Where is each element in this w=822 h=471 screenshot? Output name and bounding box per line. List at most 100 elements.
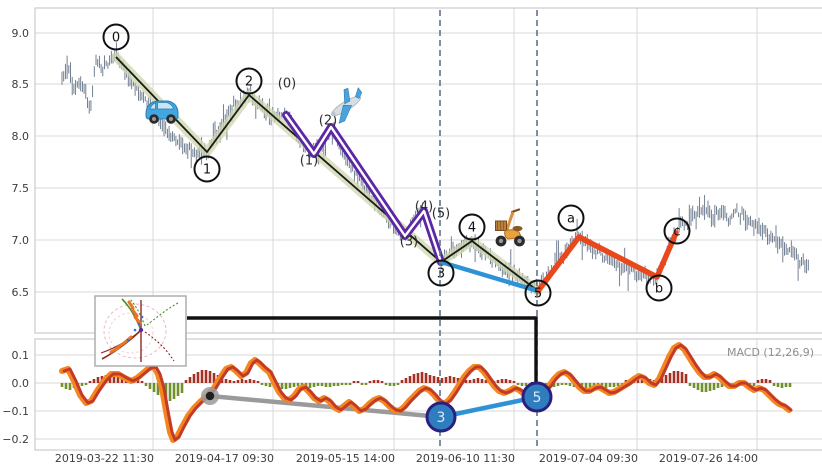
wave-label-circle-c: [663, 217, 691, 245]
hist-bar-positive: [236, 380, 240, 383]
x-tick-label: 2019-04-17 09:30: [175, 452, 274, 465]
hist-bar-positive: [380, 381, 384, 383]
hist-bar-negative: [384, 383, 388, 385]
subwave-line-core: [284, 113, 443, 264]
hist-bar-negative: [268, 383, 272, 387]
x-tick-label: 2019-07-26 14:00: [659, 452, 758, 465]
hist-bar-positive: [764, 379, 768, 383]
hist-bar-positive: [504, 379, 508, 383]
hist-bar-negative: [312, 383, 316, 387]
hist-bar-positive: [680, 372, 684, 383]
hist-bar-negative: [264, 383, 268, 386]
hist-bar-negative: [60, 383, 64, 387]
hist-bar-negative: [360, 383, 364, 385]
hist-bar-positive: [452, 377, 456, 383]
hist-bar-negative: [720, 383, 724, 387]
hist-bar-negative: [708, 383, 712, 391]
wave-label-3: 3: [437, 267, 445, 282]
wave-label-2: 2: [245, 75, 253, 90]
hist-bar-positive: [676, 371, 680, 383]
hist-bar-positive: [196, 372, 200, 383]
y-tick-label: 6.5: [12, 286, 30, 299]
hist-bar-negative: [608, 383, 612, 387]
hist-bar-positive: [480, 379, 484, 383]
hist-bar-positive: [484, 380, 488, 383]
hist-bar-negative: [772, 383, 776, 386]
hist-bar-positive: [412, 374, 416, 383]
hist-bar-positive: [408, 376, 412, 383]
hist-bar-positive: [672, 371, 676, 383]
panel-spine: [34, 7, 822, 334]
hist-bar-negative: [392, 383, 396, 386]
hist-bar-positive: [440, 378, 444, 383]
hist-bar-positive: [240, 379, 244, 383]
y-tick-label: −0.2: [2, 433, 29, 446]
hist-bar-negative: [584, 383, 588, 390]
hist-bar-positive: [352, 381, 356, 383]
hist-bar-positive: [228, 380, 232, 383]
hist-bar-negative: [68, 383, 72, 390]
hist-bar-negative: [180, 383, 184, 393]
hist-bar-negative: [560, 383, 564, 385]
hist-bar-negative: [176, 383, 180, 396]
hist-bar-positive: [472, 379, 476, 383]
hist-bar-negative: [776, 383, 780, 387]
hist-bar-negative: [616, 383, 620, 386]
hist-bar-negative: [780, 383, 784, 388]
wave-label-1: 1: [203, 163, 211, 178]
y-tick-label: 8.5: [12, 78, 30, 91]
hist-bar-positive: [428, 375, 432, 383]
hist-bar-positive: [140, 381, 144, 383]
wave-label-circle-b: [645, 274, 673, 302]
wave-label-circle-5: [524, 279, 552, 307]
hist-bar-negative: [396, 383, 400, 385]
hist-bar-positive: [664, 375, 668, 383]
hist-bar-positive: [200, 370, 204, 383]
hist-bar-negative: [148, 383, 152, 389]
hist-bar-negative: [704, 383, 708, 392]
hist-bar-positive: [444, 377, 448, 383]
hist-bar-positive: [424, 373, 428, 383]
y-tick-label: 0.0: [12, 377, 30, 390]
hist-bar-positive: [252, 380, 256, 383]
airplane-icon: [330, 87, 363, 124]
gray-reference-line: [207, 393, 444, 420]
hist-bar-negative: [516, 383, 520, 385]
wave-label-0: 0: [112, 31, 120, 46]
hist-bar-negative: [336, 383, 340, 386]
wave-main-line: [115, 56, 539, 292]
macd-marker-circle-5: [521, 381, 553, 413]
hist-bar-positive: [436, 377, 440, 383]
hist-bar-negative: [788, 383, 792, 387]
hist-bar-positive: [204, 370, 208, 383]
hist-bar-negative: [688, 383, 692, 386]
wave-label-circle-4: [458, 213, 486, 241]
hist-bar-positive: [768, 380, 772, 383]
subwave-label: (4): [415, 200, 433, 215]
hist-bar-positive: [372, 380, 376, 383]
wave-label-c: c: [673, 225, 680, 240]
hist-bar-negative: [752, 383, 756, 386]
hist-bar-negative: [64, 383, 68, 389]
macd-title: MACD (12,26,9): [727, 346, 814, 359]
hist-bar-positive: [756, 380, 760, 383]
hist-bar-negative: [552, 383, 556, 387]
macd-lines: [59, 342, 793, 443]
hist-bar-positive: [192, 374, 196, 383]
hist-bar-positive: [420, 372, 424, 383]
hist-bar-negative: [168, 383, 172, 401]
axis-ticks: 9.0 8.5 8.0 7.5 7.0 6.5 0.1 0.0 −0.1 −0.2 2019-03-…: [2, 27, 758, 465]
macd-marker-label-3: 3: [437, 410, 446, 426]
x-tick-label: 2019-03-22 11:30: [55, 452, 154, 465]
hist-bar-negative: [568, 383, 572, 386]
x-tick-label: 2019-07-04 09:30: [539, 452, 638, 465]
hist-bar-positive: [184, 380, 188, 383]
panel-spine: [34, 338, 822, 451]
scooter-icon: [495, 208, 525, 247]
hist-bar-negative: [556, 383, 560, 386]
hist-bar-positive: [224, 379, 228, 383]
hist-bar-negative: [284, 383, 288, 389]
wave-label-circle-3: [427, 259, 455, 287]
hist-bar-positive: [116, 376, 120, 383]
